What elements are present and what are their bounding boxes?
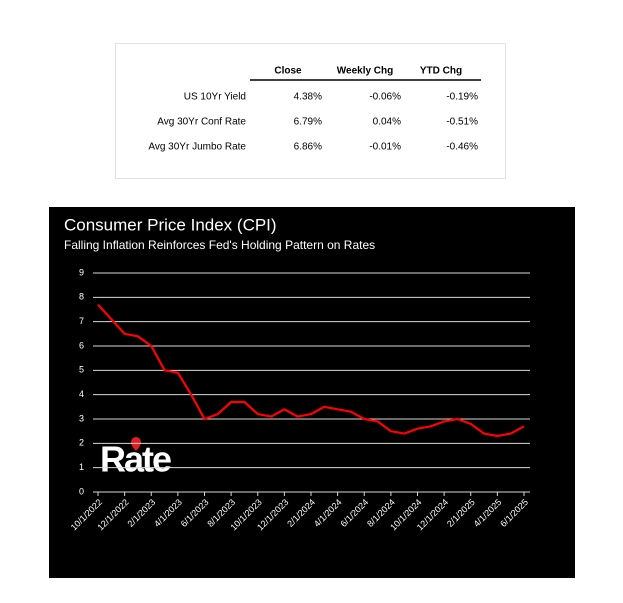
cell: -0.19% [446, 92, 478, 103]
column-header: YTD Chg [420, 66, 462, 77]
cell: -0.01% [369, 142, 401, 153]
row-label: Avg 30Yr Jumbo Rate [148, 142, 246, 153]
cell: 6.86% [294, 142, 322, 153]
y-tick-label: 4 [79, 389, 84, 399]
cpi-line [97, 303, 525, 438]
y-tick-label: 0 [79, 486, 84, 496]
row-label: Avg 30Yr Conf Rate [157, 117, 246, 128]
y-tick-label: 9 [79, 267, 84, 277]
chart-subtitle: Falling Inflation Reinforces Fed's Holdi… [64, 238, 375, 252]
column-header: Close [274, 66, 302, 77]
y-tick-label: 1 [79, 462, 84, 472]
cell: -0.06% [369, 92, 401, 103]
y-tick-label: 7 [79, 316, 84, 326]
y-tick-label: 5 [79, 365, 84, 375]
cell: -0.46% [446, 142, 478, 153]
cell: 0.04% [373, 117, 401, 128]
cell: 6.79% [294, 117, 322, 128]
chart-title: Consumer Price Index (CPI) [64, 215, 277, 234]
table-panel [115, 43, 506, 179]
chart-panel [49, 207, 575, 578]
row-label: US 10Yr Yield [184, 92, 246, 103]
y-tick-label: 8 [79, 292, 84, 302]
y-tick-label: 2 [79, 438, 84, 448]
logo: Rate [100, 439, 171, 480]
cell: 4.38% [294, 92, 322, 103]
y-tick-label: 3 [79, 413, 84, 423]
logo-pin [131, 437, 141, 451]
y-tick-label: 6 [79, 340, 84, 350]
cell: -0.51% [446, 117, 478, 128]
column-header: Weekly Chg [337, 66, 394, 77]
